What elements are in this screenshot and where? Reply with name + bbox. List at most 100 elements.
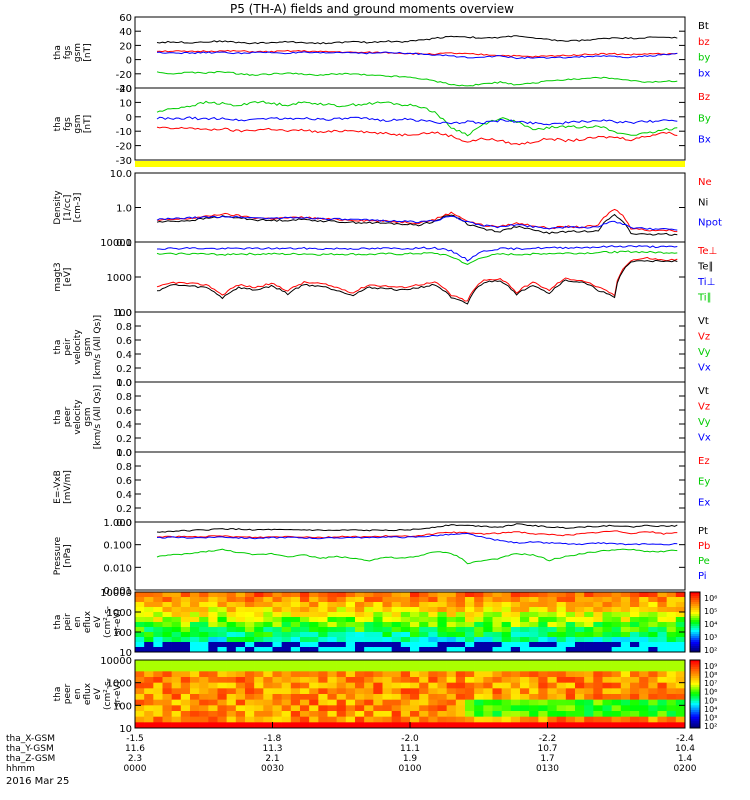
spectrogram-cell: [318, 722, 328, 729]
colorbar-segment: [690, 596, 700, 599]
spectrogram-cell: [400, 694, 411, 700]
spectrogram-cell: [290, 647, 301, 653]
spectrogram-cell: [290, 602, 301, 608]
spectrogram-cell: [492, 597, 502, 603]
spectrogram-cell: [162, 607, 172, 613]
legend-entry: by: [698, 53, 710, 64]
spectrogram-cell: [410, 612, 420, 618]
spectrogram-cell: [602, 682, 612, 689]
spectrogram-cell: [492, 627, 502, 633]
spectrogram-cell: [153, 665, 163, 672]
spectrogram-cell: [492, 607, 502, 613]
spectrogram-cell: [355, 699, 365, 706]
legend-entry: Vz: [698, 402, 710, 413]
spectrogram-cell: [648, 677, 658, 683]
spectrogram-cell: [602, 642, 612, 648]
spectrogram-cell: [593, 705, 603, 712]
spectrogram-cell: [171, 660, 182, 666]
spectrogram-cell: [235, 671, 246, 678]
spectrogram-cell: [281, 694, 292, 700]
spectrogram-cell: [290, 694, 301, 700]
spectrogram-cell: [208, 622, 218, 628]
spectrogram-cell: [437, 722, 447, 729]
spectrogram-cell: [639, 647, 649, 653]
spectrogram-cell: [630, 722, 640, 729]
spectrogram-cell: [602, 622, 612, 628]
spectrogram-cell: [675, 597, 686, 603]
spectrogram-cell: [492, 722, 502, 729]
spectrogram-cell: [144, 602, 154, 608]
spectrogram-cell: [226, 597, 237, 603]
colorbar-segment: [690, 687, 700, 690]
spectrogram-cell: [226, 617, 237, 623]
spectrogram-cell: [217, 677, 227, 683]
spectrogram-cell: [520, 665, 530, 672]
spectrogram-cell: [309, 660, 319, 666]
spectrogram-cell: [327, 597, 337, 603]
spectrogram-cell: [575, 705, 585, 712]
spectrogram-cell: [309, 711, 319, 717]
spectrogram-cell: [391, 602, 402, 608]
y-axis-label: [1/cc]: [63, 195, 73, 221]
spectrogram-cell: [391, 699, 402, 706]
spectrogram-cell: [217, 682, 227, 689]
spectrogram-cell: [593, 602, 603, 608]
spectrogram-cell: [547, 699, 557, 706]
spectrogram-cell: [327, 682, 337, 689]
y-tick-label: 0.6: [116, 336, 132, 347]
spectrogram-cell: [575, 688, 585, 695]
spectrogram-cell: [199, 688, 209, 695]
spectrogram-cell: [410, 665, 420, 672]
spectrogram-cell: [556, 682, 567, 689]
spectrogram-cell: [419, 602, 429, 608]
spectrogram-cell: [437, 597, 447, 603]
spectrogram-cell: [602, 637, 612, 643]
spectrogram-cell: [565, 592, 576, 598]
spectrogram-cell: [217, 694, 227, 700]
spectrogram-cell: [235, 699, 246, 706]
spectrogram-cell: [281, 716, 292, 723]
spectrogram-cell: [162, 627, 172, 633]
spectrogram-cell: [474, 627, 484, 633]
spectrogram-cell: [373, 694, 383, 700]
spectrogram-cell: [135, 660, 145, 666]
spectrogram-cell: [675, 722, 686, 729]
spectrogram-cell: [318, 711, 328, 717]
spectrogram-cell: [144, 622, 154, 628]
spectrogram-cell: [245, 612, 255, 618]
spectrogram-cell: [492, 682, 502, 689]
spectrogram-cell: [666, 617, 677, 623]
spectrogram-cell: [538, 642, 548, 648]
spectrogram-cell: [300, 705, 310, 712]
spectrogram-cell: [235, 722, 246, 729]
spectrogram-cell: [474, 677, 484, 683]
spectrogram-cell: [190, 597, 200, 603]
spectrogram-cell: [446, 711, 457, 717]
spectrogram-cell: [171, 622, 182, 628]
spectrogram-cell: [639, 711, 649, 717]
spectrogram-cell: [593, 688, 603, 695]
spectrogram-cell: [437, 677, 447, 683]
spectrogram-cell: [300, 597, 310, 603]
spectrogram-cell: [639, 705, 649, 712]
spectrogram-cell: [226, 705, 237, 712]
spectrogram-cell: [455, 637, 466, 643]
spectrogram-cell: [373, 711, 383, 717]
spectrogram-cell: [446, 632, 457, 638]
spectrogram-cell: [538, 699, 548, 706]
spectrogram-cell: [611, 694, 622, 700]
spectrogram-cell: [336, 716, 347, 723]
spectrogram-cell: [529, 716, 539, 723]
spectrogram-cell: [510, 660, 521, 666]
legend-entry: Vx: [698, 433, 711, 444]
ephemeris-value: 0130: [536, 764, 559, 774]
spectrogram-cell: [538, 632, 548, 638]
spectrogram-cell: [666, 682, 677, 689]
spectrogram-cell: [254, 612, 264, 618]
y-tick-label: 0.1: [116, 238, 132, 249]
spectrogram-cell: [217, 699, 227, 706]
legend-entry: Pe: [698, 556, 710, 567]
spectrogram-cell: [171, 592, 182, 598]
spectrogram-cell: [208, 682, 218, 689]
spectrogram-cell: [501, 711, 512, 717]
